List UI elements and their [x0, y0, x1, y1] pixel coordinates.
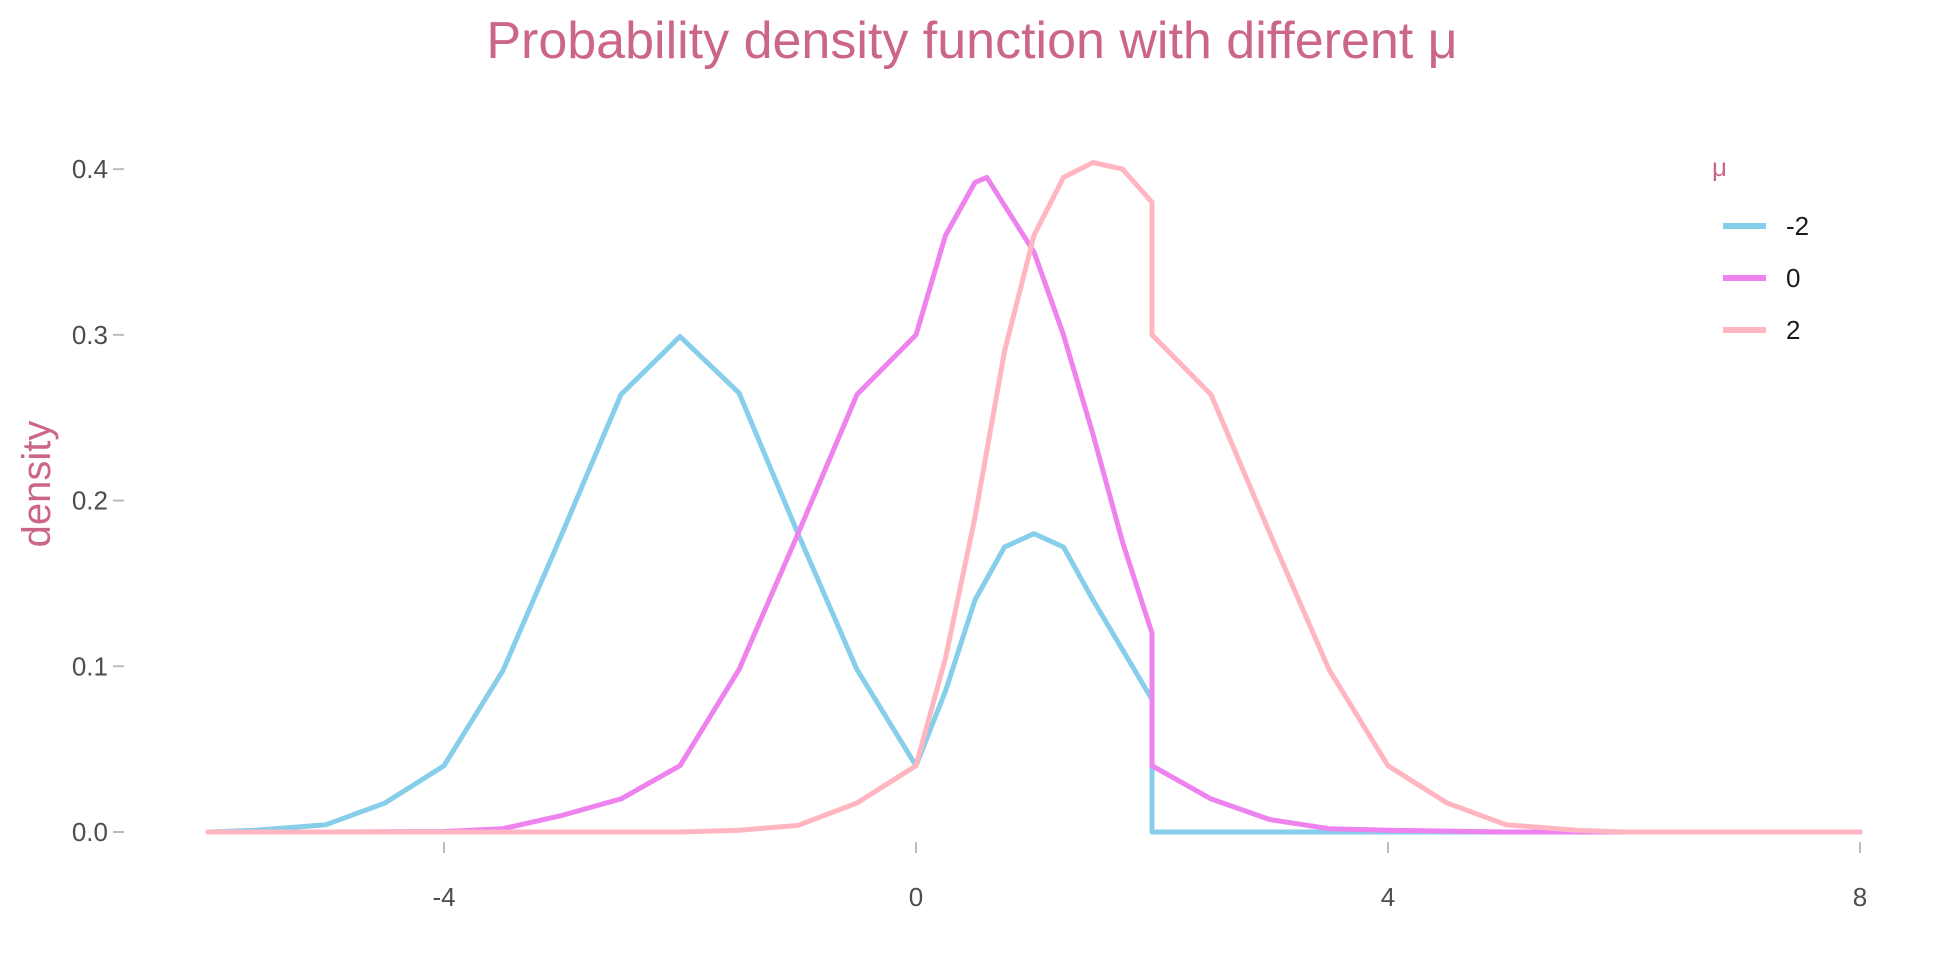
y-tick-label: 0.2: [72, 486, 108, 516]
series-layer: [205, 160, 1863, 835]
y-tick-label: 0.3: [72, 320, 108, 350]
y-tick-label: 0.4: [72, 154, 108, 184]
x-tick-label: 4: [1381, 882, 1395, 912]
x-tick-label: 0: [909, 882, 923, 912]
chart-title: Probability density function with differ…: [486, 12, 1457, 70]
legend-label: 2: [1786, 315, 1800, 345]
series-line: [205, 174, 1863, 835]
x-tick-label: 8: [1853, 882, 1867, 912]
y-tick-label: 0.0: [72, 817, 108, 847]
legend-label: -2: [1786, 211, 1809, 241]
y-axis-label: density: [15, 421, 59, 548]
legend-title: μ: [1712, 152, 1727, 182]
y-axis: 0.0 0.1 0.2 0.3 0.4: [72, 154, 124, 847]
series-line: [205, 334, 1863, 835]
y-tick-label: 0.1: [72, 651, 108, 681]
x-axis: -4 0 4 8: [432, 842, 1867, 912]
series-line: [205, 160, 1863, 835]
legend-label: 0: [1786, 263, 1800, 293]
legend: μ -2 0 2: [1712, 152, 1809, 345]
x-tick-label: -4: [432, 882, 455, 912]
